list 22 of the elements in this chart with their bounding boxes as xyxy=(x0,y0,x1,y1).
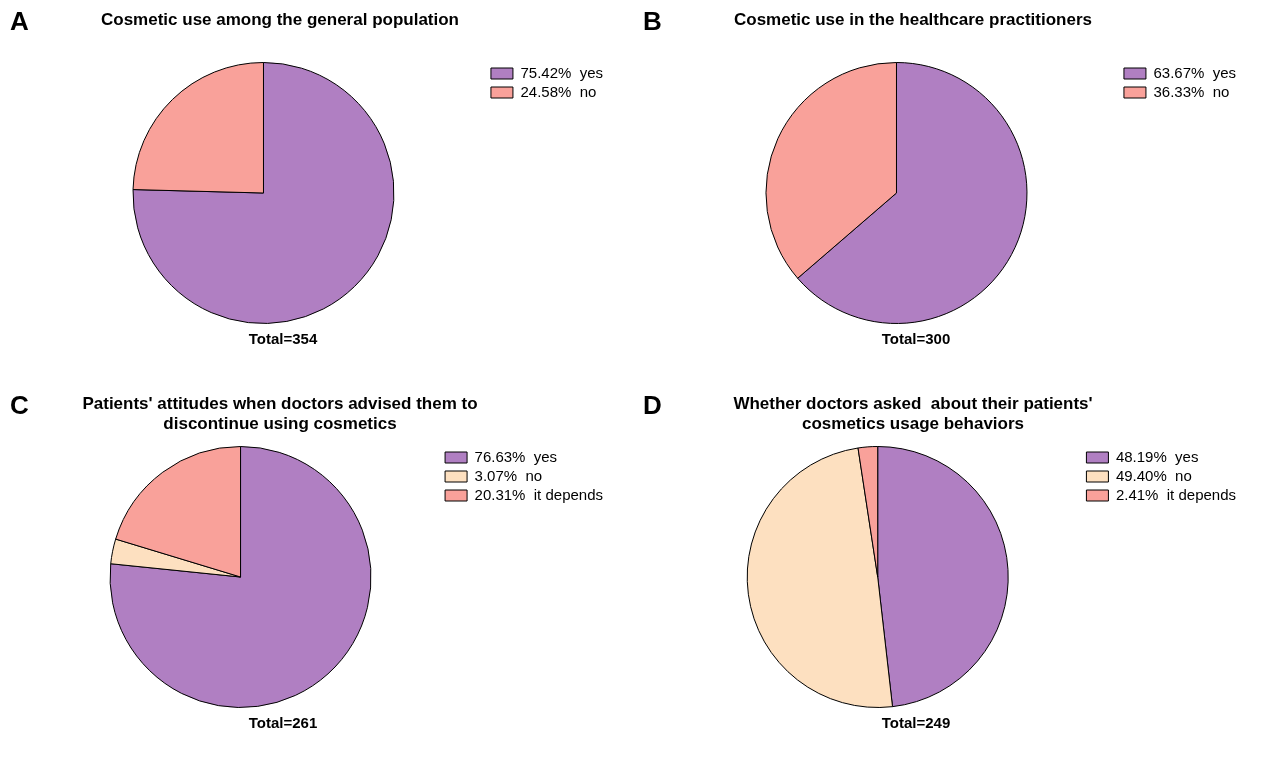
legend-label: 76.63% yes xyxy=(474,447,558,465)
legend-label: 75.42% yes xyxy=(520,63,604,81)
text: A xyxy=(10,6,29,37)
legend-label: 20.31% it depends xyxy=(474,485,604,503)
text: C xyxy=(10,390,29,421)
chart-title: Cosmetic use among the general population xyxy=(100,10,460,30)
text: Total=300 xyxy=(880,330,952,347)
legend-label: 3.07% no xyxy=(474,466,543,484)
legend-label: 63.67% yes xyxy=(1153,63,1237,81)
chart-title: Cosmetic use in the healthcare practitioners xyxy=(732,10,1094,30)
chart-title: Patients' attitudes when doctors advised them to discontinue using cosmetics xyxy=(81,394,479,434)
text: Total=261 xyxy=(247,714,319,731)
text: D xyxy=(643,390,662,421)
legend-label: 36.33% no xyxy=(1153,82,1230,100)
text: Total=354 xyxy=(247,330,319,347)
text: Total=249 xyxy=(880,714,952,731)
legend-label: 2.41% it depends xyxy=(1115,485,1237,503)
legend-label: 49.40% no xyxy=(1115,466,1192,484)
chart-title: Whether doctors asked about their patients' cosmetics usage behaviors xyxy=(732,394,1094,434)
legend-label: 48.19% yes xyxy=(1115,447,1199,465)
legend-label: 24.58% no xyxy=(520,82,597,100)
text: B xyxy=(643,6,662,37)
